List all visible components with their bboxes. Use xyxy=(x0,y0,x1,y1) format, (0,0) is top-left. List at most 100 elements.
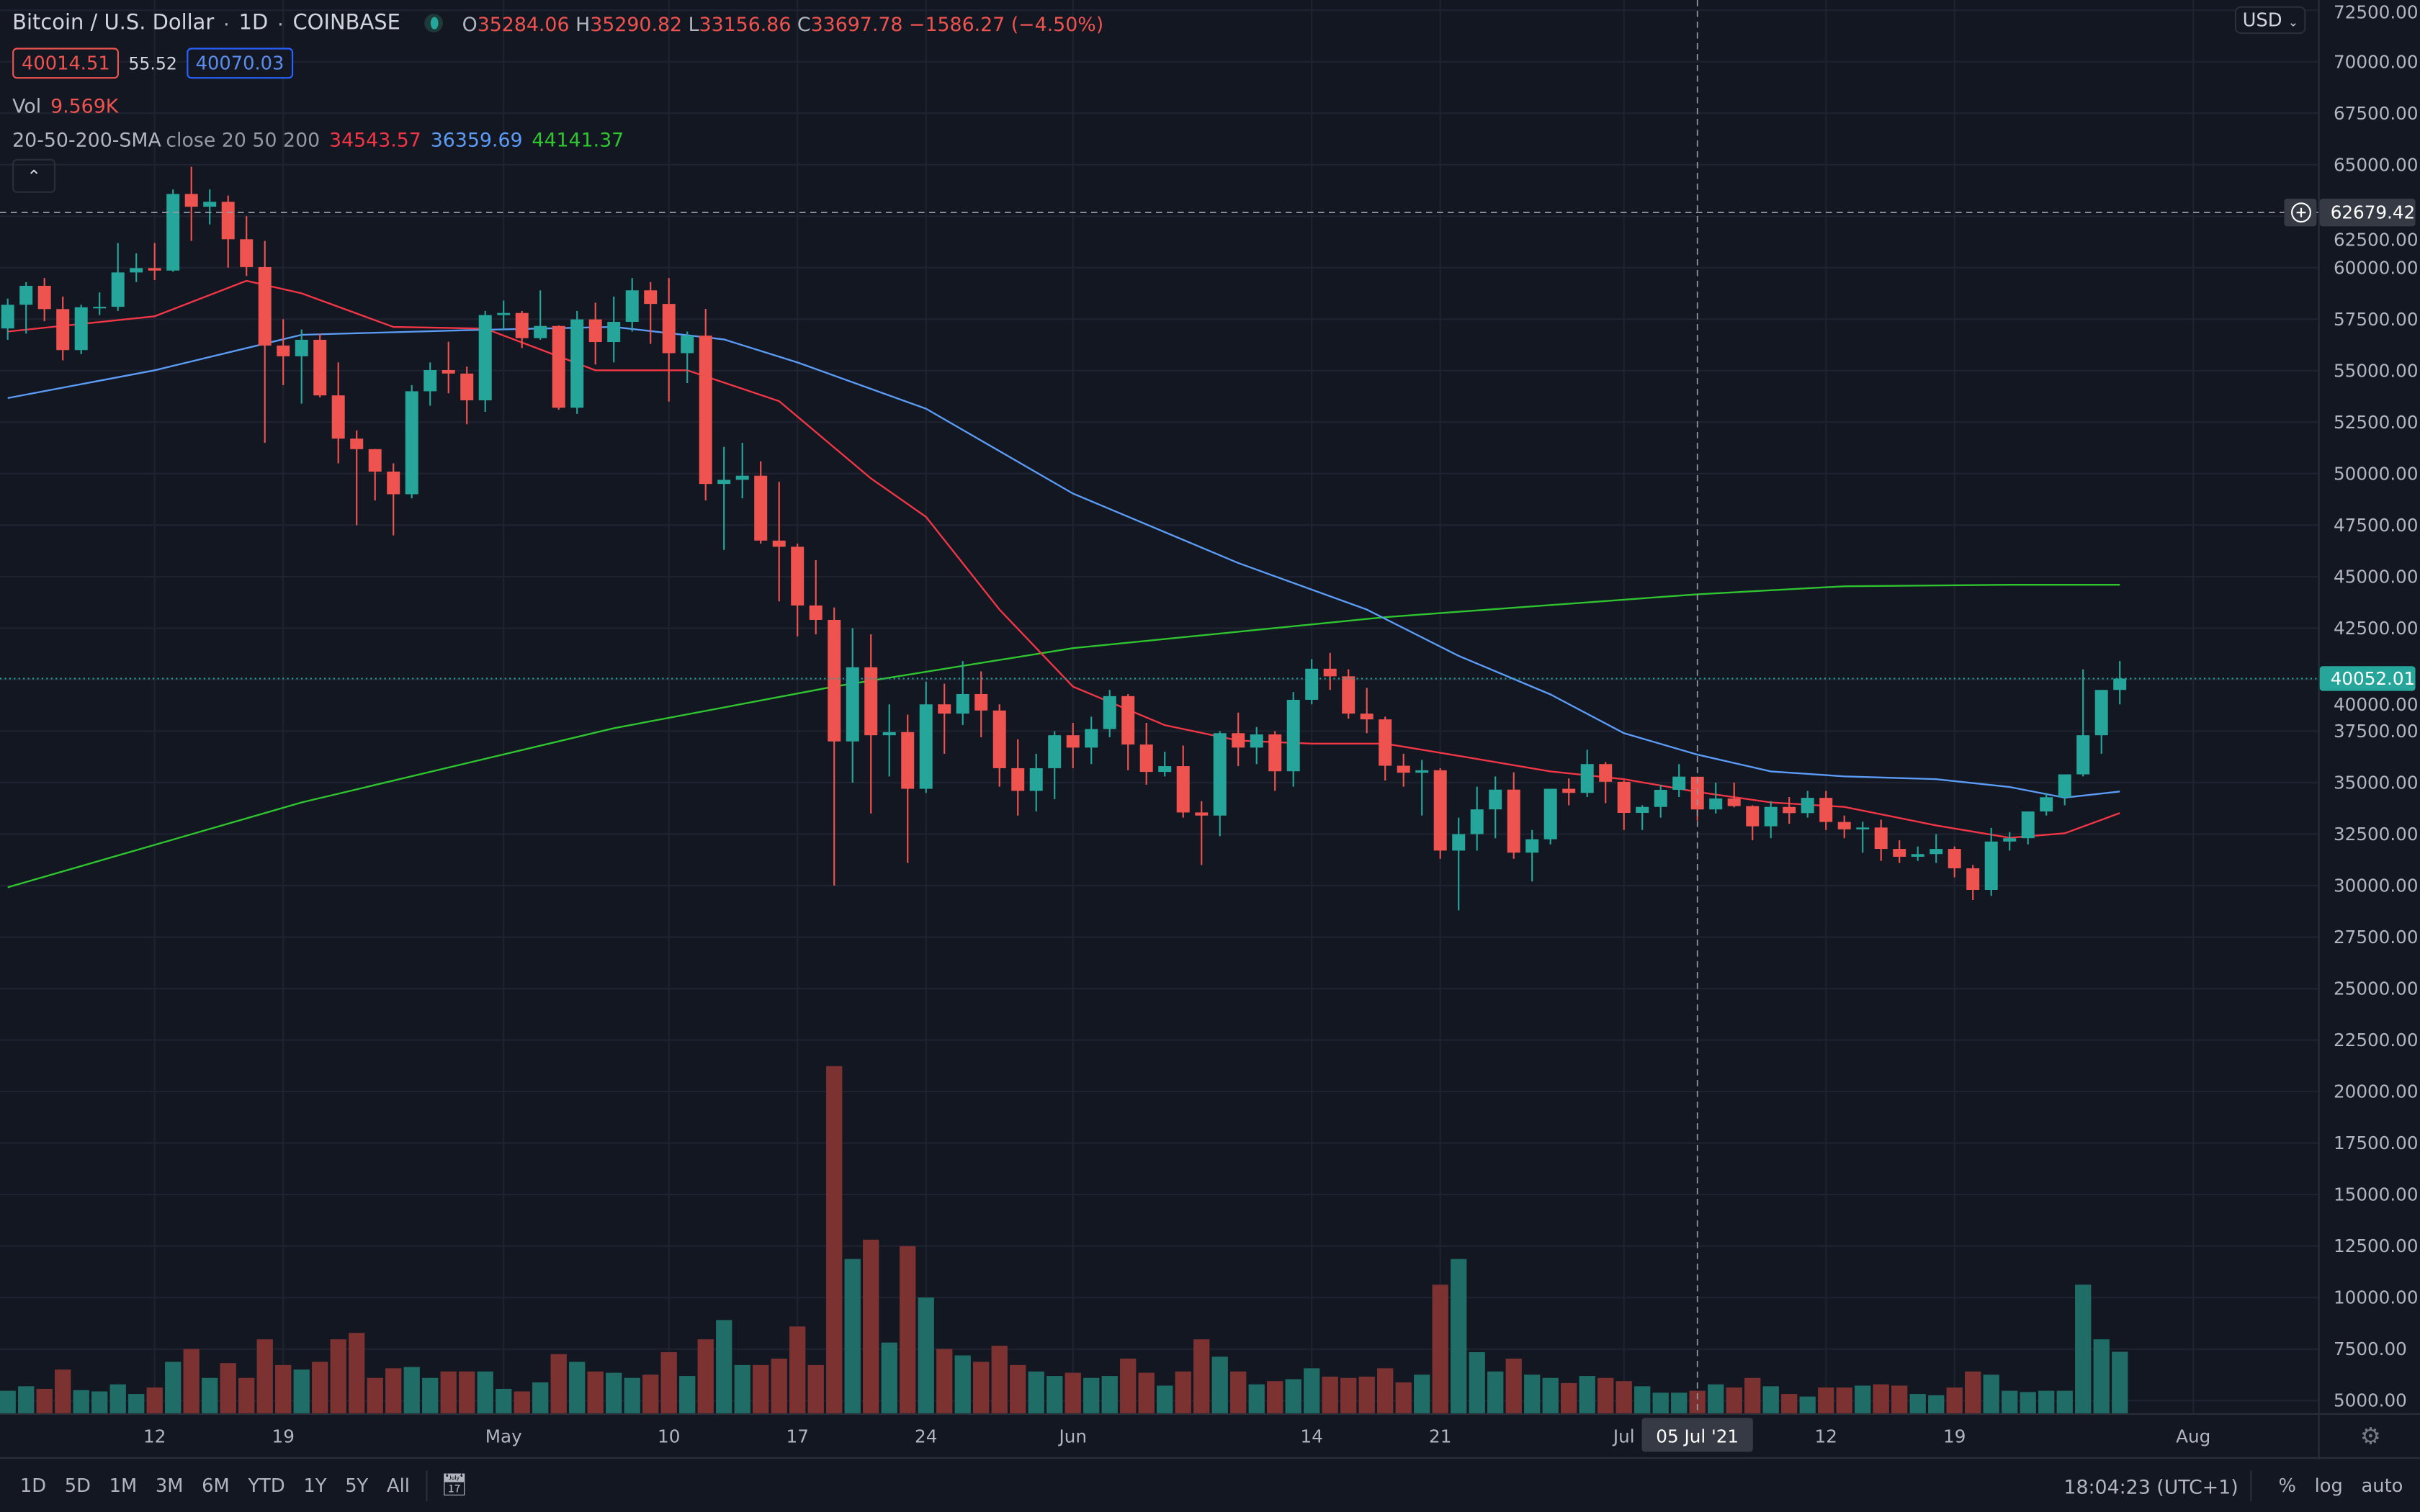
candle-body[interactable] xyxy=(1323,668,1337,677)
percent-scale-toggle[interactable]: % xyxy=(2278,1475,2296,1497)
settings-gear-icon[interactable]: ⚙ xyxy=(2360,1423,2381,1450)
candle-body[interactable] xyxy=(424,369,437,392)
candle-body[interactable] xyxy=(699,336,712,485)
candle-body[interactable] xyxy=(111,272,125,307)
candle-body[interactable] xyxy=(662,304,676,354)
candle-body[interactable] xyxy=(1764,806,1778,827)
candle-body[interactable] xyxy=(1489,789,1502,810)
candle-body[interactable] xyxy=(809,605,823,620)
candle-body[interactable] xyxy=(772,540,786,547)
candle-body[interactable] xyxy=(1874,827,1888,850)
candle-body[interactable] xyxy=(1783,806,1796,814)
candle-body[interactable] xyxy=(1507,789,1520,853)
price-chart[interactable]: 72500.00 70000.00 67500.00 65000.00 62500.00… xyxy=(0,0,2420,1460)
candle-body[interactable] xyxy=(1048,735,1062,768)
candle-body[interactable] xyxy=(681,336,694,354)
candle-body[interactable] xyxy=(552,325,565,408)
candle-body[interactable] xyxy=(515,312,529,338)
candle-body[interactable] xyxy=(368,449,382,472)
candle-body[interactable] xyxy=(56,309,70,351)
candle-body[interactable] xyxy=(1856,827,1870,829)
candle-body[interactable] xyxy=(1727,798,1741,806)
candle-body[interactable] xyxy=(938,704,951,714)
candle-body[interactable] xyxy=(1379,719,1392,766)
candle-body[interactable] xyxy=(1342,676,1355,714)
candle-body[interactable] xyxy=(1930,849,1943,855)
range-button-ytd[interactable]: YTD xyxy=(248,1475,285,1497)
candle-body[interactable] xyxy=(203,202,217,207)
candle-body[interactable] xyxy=(956,693,969,714)
candle-body[interactable] xyxy=(2113,678,2127,690)
candle-body[interactable] xyxy=(37,285,51,310)
candle-body[interactable] xyxy=(1195,812,1209,816)
log-scale-toggle[interactable]: log xyxy=(2314,1475,2343,1497)
candle-body[interactable] xyxy=(1158,766,1172,773)
candle-body[interactable] xyxy=(93,307,107,309)
candle-body[interactable] xyxy=(2021,811,2035,839)
candle-body[interactable] xyxy=(1305,668,1319,700)
range-button-1m[interactable]: 1M xyxy=(109,1475,138,1497)
candle-body[interactable] xyxy=(644,290,658,305)
candle-body[interactable] xyxy=(1636,806,1649,814)
candle-body[interactable] xyxy=(1984,841,1998,891)
range-button-1y[interactable]: 1Y xyxy=(303,1475,327,1497)
candle-body[interactable] xyxy=(588,319,602,343)
range-button-5d[interactable]: 5D xyxy=(64,1475,91,1497)
symbol-title[interactable]: Bitcoin / U.S. Dollar xyxy=(12,11,215,36)
candle-body[interactable] xyxy=(1801,798,1814,814)
candle-body[interactable] xyxy=(1470,809,1484,834)
candle-body[interactable] xyxy=(625,290,639,323)
candle-body[interactable] xyxy=(313,339,327,396)
candle-body[interactable] xyxy=(1433,770,1447,851)
candle-body[interactable] xyxy=(2040,797,2053,812)
market-status-icon[interactable] xyxy=(425,14,444,32)
collapse-legend-button[interactable]: ⌃ xyxy=(12,158,56,193)
sma-legend[interactable]: 20-50-200-SMA close 20 50 200 34543.57 3… xyxy=(12,128,624,151)
candle-body[interactable] xyxy=(2003,838,2017,842)
candle-body[interactable] xyxy=(607,322,621,343)
goto-date-calendar-icon[interactable]: 📅︎ xyxy=(440,1473,468,1498)
candle-body[interactable] xyxy=(166,194,180,271)
candle-body[interactable] xyxy=(478,315,492,401)
range-button-all[interactable]: All xyxy=(386,1475,410,1497)
candle-body[interactable] xyxy=(1911,854,1924,857)
candle-body[interactable] xyxy=(1746,806,1760,827)
candle-body[interactable] xyxy=(992,710,1006,768)
candle-body[interactable] xyxy=(19,285,33,305)
candle-body[interactable] xyxy=(1085,729,1098,748)
candle-body[interactable] xyxy=(240,239,254,267)
candle-body[interactable] xyxy=(1672,776,1686,790)
candle-body[interactable] xyxy=(1893,849,1906,857)
clock-time[interactable]: 18:04:23 (UTC+1) xyxy=(2063,1474,2238,1498)
candle-body[interactable] xyxy=(1,305,14,329)
candle-body[interactable] xyxy=(570,319,584,408)
candle-body[interactable] xyxy=(130,268,143,273)
candle-body[interactable] xyxy=(1580,764,1594,793)
candle-body[interactable] xyxy=(442,369,455,374)
candle-body[interactable] xyxy=(497,312,511,315)
candle-body[interactable] xyxy=(1654,789,1667,807)
candle-body[interactable] xyxy=(1599,764,1613,782)
candle-body[interactable] xyxy=(387,471,400,495)
candle-body[interactable] xyxy=(1562,788,1576,793)
candle-body[interactable] xyxy=(277,345,290,356)
sell-button[interactable]: 40014.51 xyxy=(12,48,120,79)
candle-body[interactable] xyxy=(1232,733,1245,748)
candle-body[interactable] xyxy=(1948,849,1961,868)
candle-body[interactable] xyxy=(331,395,345,439)
candle-body[interactable] xyxy=(221,202,235,240)
candle-body[interactable] xyxy=(460,373,474,401)
candle-body[interactable] xyxy=(2094,690,2108,736)
range-button-5y[interactable]: 5Y xyxy=(345,1475,369,1497)
candle-body[interactable] xyxy=(1452,834,1466,851)
volume-legend[interactable]: Vol 9.569K xyxy=(12,94,118,117)
candle-body[interactable] xyxy=(2076,735,2090,775)
candle-body[interactable] xyxy=(1709,798,1723,810)
candle-body[interactable] xyxy=(1139,744,1153,773)
candle-body[interactable] xyxy=(1617,781,1631,814)
candle-body[interactable] xyxy=(1286,699,1300,772)
candle-body[interactable] xyxy=(791,546,805,606)
candle-body[interactable] xyxy=(1176,766,1190,813)
auto-scale-toggle[interactable]: auto xyxy=(2361,1475,2403,1497)
candle-body[interactable] xyxy=(882,732,896,736)
